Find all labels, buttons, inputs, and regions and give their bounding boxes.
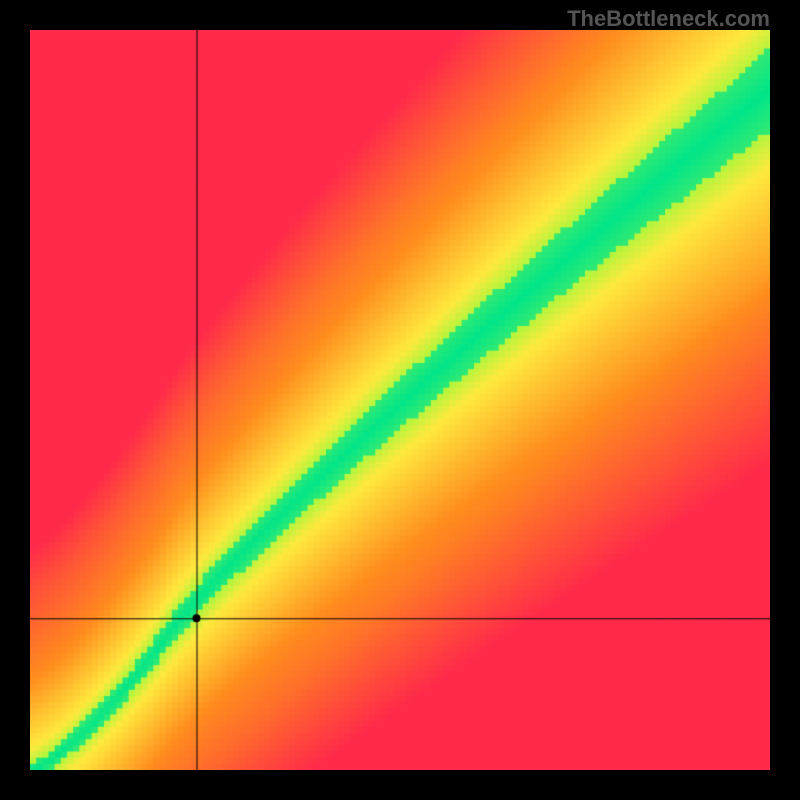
chart-container: TheBottleneck.com xyxy=(0,0,800,800)
crosshair-overlay xyxy=(30,30,770,770)
source-label: TheBottleneck.com xyxy=(567,6,770,32)
plot-area xyxy=(30,30,770,770)
